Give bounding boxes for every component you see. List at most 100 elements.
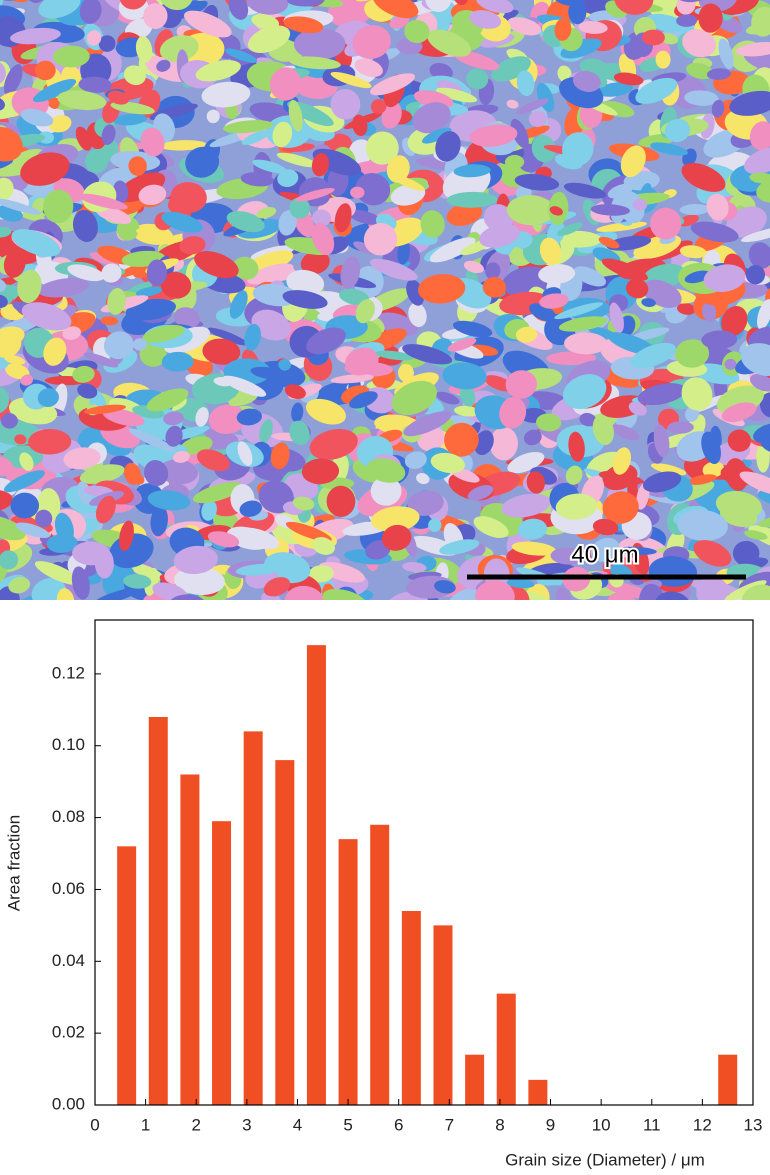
y-tick-label: 0.12 [52,663,85,682]
x-tick-label: 11 [643,1115,661,1134]
grain [43,337,67,366]
grain [698,3,723,33]
grain [207,327,248,346]
grain [650,207,682,240]
grain [563,182,607,199]
grain [557,222,583,236]
grain [72,209,98,242]
grain [20,108,54,127]
y-tick-label: 0.00 [52,1094,85,1113]
grain [515,326,538,343]
grain [453,164,491,178]
bar [433,925,453,1105]
grain [139,341,167,367]
bar [338,839,358,1105]
grain [194,251,239,279]
grain [330,88,361,120]
grain [246,0,289,15]
grain [129,473,145,485]
grain [228,0,249,20]
grain [0,97,5,111]
grain [286,269,325,296]
grain [354,58,383,78]
grain [123,574,152,589]
bar [465,1054,485,1105]
grain [510,247,524,266]
grain [101,263,122,283]
grain [241,130,270,145]
grain [34,561,82,586]
grain [79,0,102,24]
grain [677,509,728,542]
grain [632,198,648,211]
x-tick-label: 5 [343,1115,352,1134]
bar [117,846,137,1105]
grain [741,584,770,600]
grain [560,38,602,59]
bar [496,993,516,1105]
grain [740,343,770,376]
grain [222,120,274,134]
grain [135,36,153,63]
grain [635,77,678,104]
grain [85,148,109,174]
grain [620,145,646,178]
grain [174,566,225,596]
grain [499,396,527,429]
grain [133,338,147,351]
bar [212,821,232,1105]
x-tick-label: 12 [693,1115,712,1134]
grain [95,495,116,524]
grain [507,17,542,36]
grain [370,258,418,281]
grain [226,211,265,233]
grain [89,252,120,266]
grain [679,203,710,215]
grain [744,530,768,540]
grain [637,383,686,406]
grain [693,540,732,567]
y-tick-label: 0.06 [52,879,85,898]
grain [687,474,717,485]
grain [404,19,430,44]
grain [289,56,341,70]
grain [119,0,148,10]
grain [17,269,42,304]
y-tick-label: 0.08 [52,807,85,826]
grain [412,102,451,134]
grain [128,156,147,176]
grain [667,421,694,434]
grain [370,476,402,506]
grain [416,473,430,485]
grain [562,132,594,166]
grain [196,449,230,472]
grain [592,518,619,536]
grain [425,0,452,12]
grain [195,407,209,427]
grain [252,159,287,174]
grain [247,25,291,53]
grain [244,324,261,351]
grain [284,585,325,600]
grain [312,209,332,227]
grain [278,359,291,371]
grain [86,30,102,46]
grain [759,392,770,418]
grain [0,294,8,308]
grain [371,506,420,532]
grain [686,62,714,80]
grain [473,516,509,538]
grain [616,546,657,555]
grain [370,73,416,96]
grain [37,388,59,408]
grain [383,591,430,600]
grain [539,293,569,309]
grain [301,458,340,485]
grain [192,482,243,504]
grain [702,461,725,478]
grain [526,471,545,494]
grain [475,580,515,600]
grain [756,178,770,203]
grain [601,258,648,281]
grain [237,441,253,466]
